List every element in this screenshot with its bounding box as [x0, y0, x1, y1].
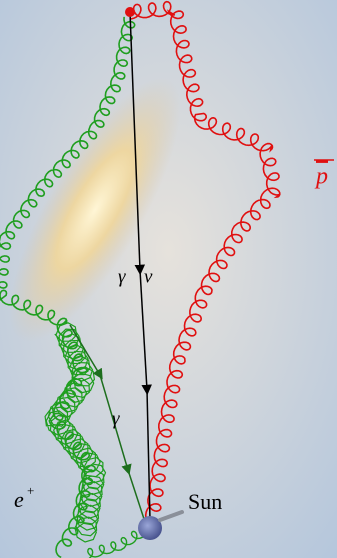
source-point — [125, 7, 135, 17]
label-gamma: γ — [112, 408, 120, 429]
label-sun: Sun — [188, 489, 222, 514]
label-gamma: γ — [118, 266, 126, 287]
label-nu: ν — [144, 266, 153, 287]
label-antiproton: p — [314, 164, 328, 190]
label-positron: e — [14, 487, 24, 512]
diagram: γ ν p γ e + Sun — [0, 0, 337, 558]
label-positron-charge: + — [27, 483, 34, 498]
